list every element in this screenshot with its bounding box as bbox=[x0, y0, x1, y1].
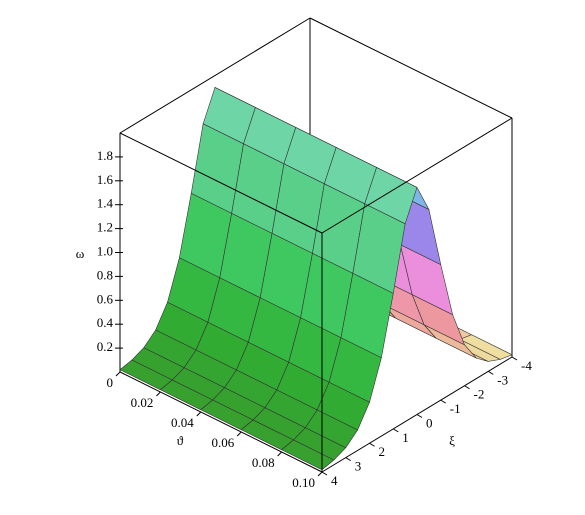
z-axis-title: ω bbox=[76, 246, 85, 261]
z-tick-label: 1.6 bbox=[97, 172, 114, 187]
axis-line bbox=[119, 371, 323, 473]
z-tick-label: 1.4 bbox=[97, 196, 114, 211]
y-tick-label: -1 bbox=[450, 401, 461, 416]
y-tick bbox=[440, 399, 447, 404]
z-tick-label: 1.0 bbox=[97, 243, 113, 258]
x-axis-title: ϑ bbox=[177, 433, 184, 448]
z-tick-label: 0.4 bbox=[97, 315, 114, 330]
box-edge bbox=[119, 17, 311, 134]
x-tick bbox=[115, 371, 121, 377]
y-tick-label: -3 bbox=[497, 372, 508, 387]
y-tick-label: -4 bbox=[521, 358, 532, 373]
x-tick-label: 0.10 bbox=[292, 475, 315, 490]
y-tick bbox=[464, 385, 470, 390]
z-tick-label: 0.6 bbox=[97, 291, 114, 306]
x-tick-label: 0.06 bbox=[211, 435, 234, 450]
y-tick bbox=[416, 414, 423, 418]
x-tick bbox=[196, 411, 202, 417]
y-tick-label: 0 bbox=[426, 415, 433, 430]
y-tick bbox=[369, 442, 375, 447]
x-tick-label: 0 bbox=[107, 375, 114, 390]
x-tick bbox=[236, 431, 242, 437]
box-edge bbox=[309, 17, 513, 119]
y-tick-label: -2 bbox=[474, 387, 485, 402]
z-tick-label: 0.2 bbox=[97, 339, 113, 354]
y-tick-label: 2 bbox=[379, 444, 386, 459]
x-tick-label: 0.02 bbox=[131, 395, 154, 410]
y-tick bbox=[511, 356, 518, 361]
box-edge bbox=[119, 132, 323, 234]
x-tick bbox=[277, 451, 282, 457]
y-tick bbox=[321, 471, 328, 476]
y-tick bbox=[345, 457, 352, 462]
x-tick bbox=[317, 471, 323, 477]
y-tick bbox=[392, 428, 399, 433]
y-tick-label: 4 bbox=[331, 473, 338, 488]
x-tick-label: 0.04 bbox=[171, 415, 194, 430]
y-tick-label: 1 bbox=[402, 430, 409, 445]
z-tick-label: 1.8 bbox=[97, 148, 113, 163]
x-tick-label: 0.08 bbox=[252, 455, 275, 470]
y-tick bbox=[487, 370, 494, 375]
z-tick-label: 1.2 bbox=[97, 220, 113, 235]
z-tick-label: 0.8 bbox=[97, 267, 113, 282]
y-axis-title: ξ bbox=[449, 433, 455, 448]
y-tick-label: 3 bbox=[355, 459, 362, 474]
box-edge bbox=[321, 117, 513, 234]
x-tick bbox=[156, 391, 161, 397]
